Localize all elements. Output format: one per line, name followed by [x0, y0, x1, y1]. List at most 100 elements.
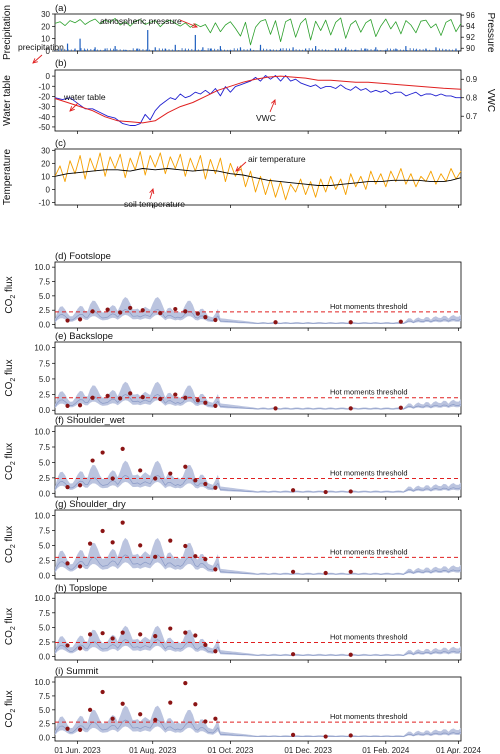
y2tick-label-b-0: 0.7 [466, 112, 478, 121]
threshold-label-i: Hot moments threshold [330, 712, 408, 721]
flux-point-g-5 [120, 520, 125, 525]
series-pressure-line [54, 17, 462, 46]
ytick-label-g-4: 10.0 [34, 511, 50, 520]
flux-point-i-8 [168, 700, 173, 705]
ytick-label-f-0: 0.0 [39, 489, 51, 498]
flux-point-f-13 [290, 488, 296, 493]
flux-point-i-14 [323, 734, 328, 739]
flux-point-e-9 [183, 395, 188, 400]
flux-point-e-12 [213, 403, 218, 408]
arrow-water-table-head [69, 106, 75, 112]
flux-point-h-14 [348, 652, 353, 657]
series-water-table-line [54, 75, 462, 124]
flux-point-i-10 [193, 702, 198, 707]
flux-point-g-13 [290, 569, 296, 574]
flux-point-d-13 [273, 320, 278, 325]
panel-frame-a [54, 13, 462, 52]
ylabel-e: CO2 flux [4, 359, 17, 396]
flux-point-e-15 [398, 405, 403, 410]
ylabel-g: CO2 flux [4, 526, 17, 563]
flux-point-i-3 [100, 689, 105, 695]
ylabel-d: CO2 flux [4, 276, 17, 313]
y2tick-label-a-3: 96 [466, 11, 475, 20]
arrow-precipitation-shaft [32, 54, 43, 64]
panel-title-g: (g) Shoulder_dry [55, 499, 126, 510]
flux-point-d-8 [173, 306, 178, 312]
flux-point-f-8 [168, 471, 173, 476]
ytick-label-a-0: 0 [46, 47, 51, 56]
panel-frame-f [54, 425, 462, 498]
flux-point-d-7 [158, 310, 163, 316]
ytick-label-b-1: -40 [38, 113, 50, 122]
ytick-label-d-1: 2.5 [39, 306, 51, 315]
flux-point-f-6 [138, 468, 143, 473]
flux-point-d-11 [203, 314, 208, 320]
arrow-soil-temperature-head [149, 188, 155, 195]
ytick-label-c-4: 30 [41, 146, 50, 155]
flux-point-d-3 [105, 307, 110, 312]
flux-point-h-12 [213, 649, 218, 654]
flux-point-e-3 [105, 393, 110, 398]
ytick-label-d-2: 5.0 [39, 292, 51, 301]
arrow-pressure-head [191, 22, 198, 28]
ytick-label-e-2: 5.0 [39, 375, 51, 384]
flux-point-e-7 [158, 396, 163, 402]
ytick-label-a-2: 20 [41, 22, 50, 31]
flux-point-e-11 [203, 400, 208, 405]
flux-point-g-11 [203, 557, 208, 562]
panel-title-f: (f) Shoulder_wet [55, 415, 125, 426]
panel-frame-e [54, 341, 462, 415]
flux-point-g-14 [323, 570, 328, 576]
arrow-air-temperature-shaft [235, 161, 247, 172]
flux-point-i-11 [203, 719, 208, 724]
ytick-label-b-5: 0 [46, 72, 51, 81]
ytick-label-a-3: 30 [41, 10, 50, 19]
panel-frame-g [54, 509, 462, 580]
flux-mean-line-g [54, 554, 462, 575]
flux-point-e-13 [273, 406, 278, 411]
ytick-label-e-1: 2.5 [39, 391, 51, 400]
flux-point-f-1 [77, 483, 83, 488]
threshold-label-e: Hot moments threshold [330, 388, 408, 397]
ytick-label-h-2: 5.0 [39, 623, 51, 632]
flux-point-d-6 [140, 308, 145, 313]
ytick-label-e-4: 10.0 [34, 344, 50, 353]
flux-mean-line-h [54, 639, 462, 656]
ytick-label-d-3: 7.5 [39, 278, 51, 287]
flux-point-f-3 [100, 450, 105, 455]
flux-point-h-7 [153, 634, 158, 639]
ytick-label-c-0: -10 [38, 198, 50, 207]
annotation-soil-temperature: soil temperature [124, 199, 185, 209]
arrow-pressure-shaft [179, 19, 198, 28]
flux-point-g-15 [348, 569, 353, 574]
panel-frame-i [54, 676, 462, 742]
ytick-label-i-4: 10.0 [34, 678, 50, 687]
flux-point-g-0 [65, 561, 70, 566]
flux-mean-line-f [54, 474, 462, 493]
ytick-label-h-1: 2.5 [39, 638, 51, 647]
ylabel-a: Precipitation [2, 5, 13, 60]
arrow-vwc-shaft [269, 99, 276, 113]
flux-point-f-7 [153, 476, 158, 481]
ytick-label-i-2: 5.0 [39, 706, 51, 715]
panel-title-b: (b) [55, 58, 67, 69]
panel-title-c: (c) [55, 138, 66, 149]
flux-point-g-6 [138, 543, 143, 548]
ylabel-f: CO2 flux [4, 443, 17, 480]
flux-point-g-2 [87, 541, 93, 546]
arrow-water-table-shaft [69, 102, 79, 112]
flux-point-i-4 [110, 716, 115, 721]
ytick-label-g-0: 0.0 [39, 571, 51, 580]
flux-point-d-0 [65, 318, 70, 323]
ylabel-b-right: VWC [485, 89, 496, 112]
panel-title-d: (d) Footslope [55, 251, 111, 262]
flux-point-i-13 [290, 732, 296, 737]
flux-mean-line-i [54, 719, 462, 738]
panel-title-h: (h) Topslope [55, 583, 107, 594]
flux-point-d-14 [348, 320, 353, 325]
ylabel-i: CO2 flux [4, 690, 17, 727]
flux-point-e-4 [118, 396, 123, 401]
threshold-label-h: Hot moments threshold [330, 633, 408, 642]
xtick-label-3: 01 Dec. 2023 [284, 746, 332, 754]
